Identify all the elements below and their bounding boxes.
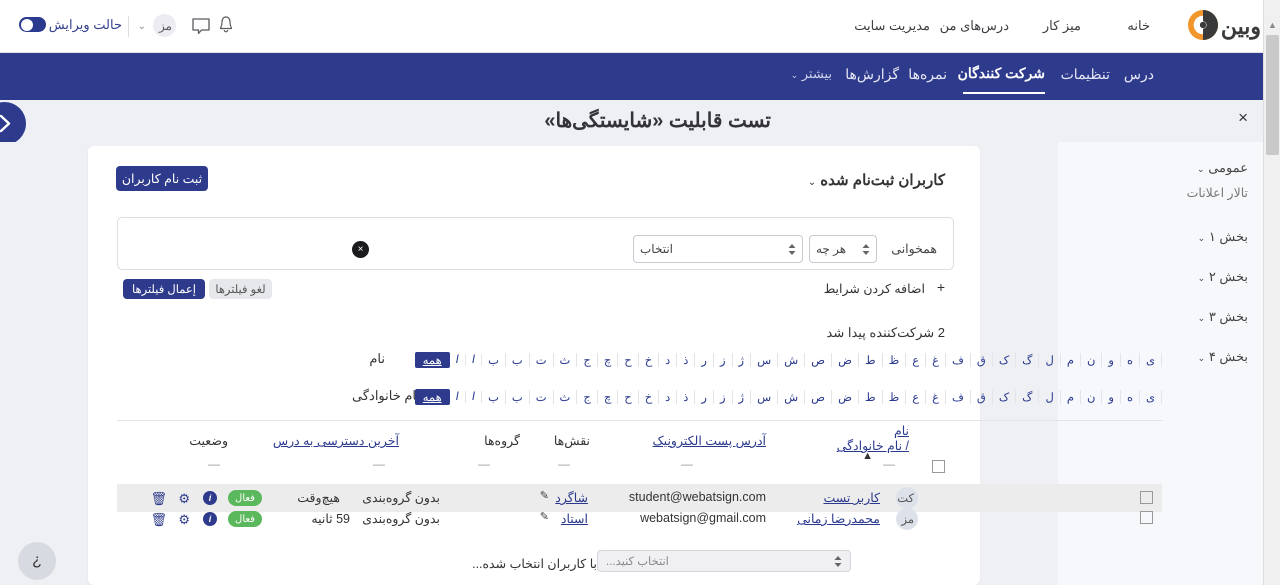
svg-text:وبین: وبین [1221, 14, 1261, 40]
